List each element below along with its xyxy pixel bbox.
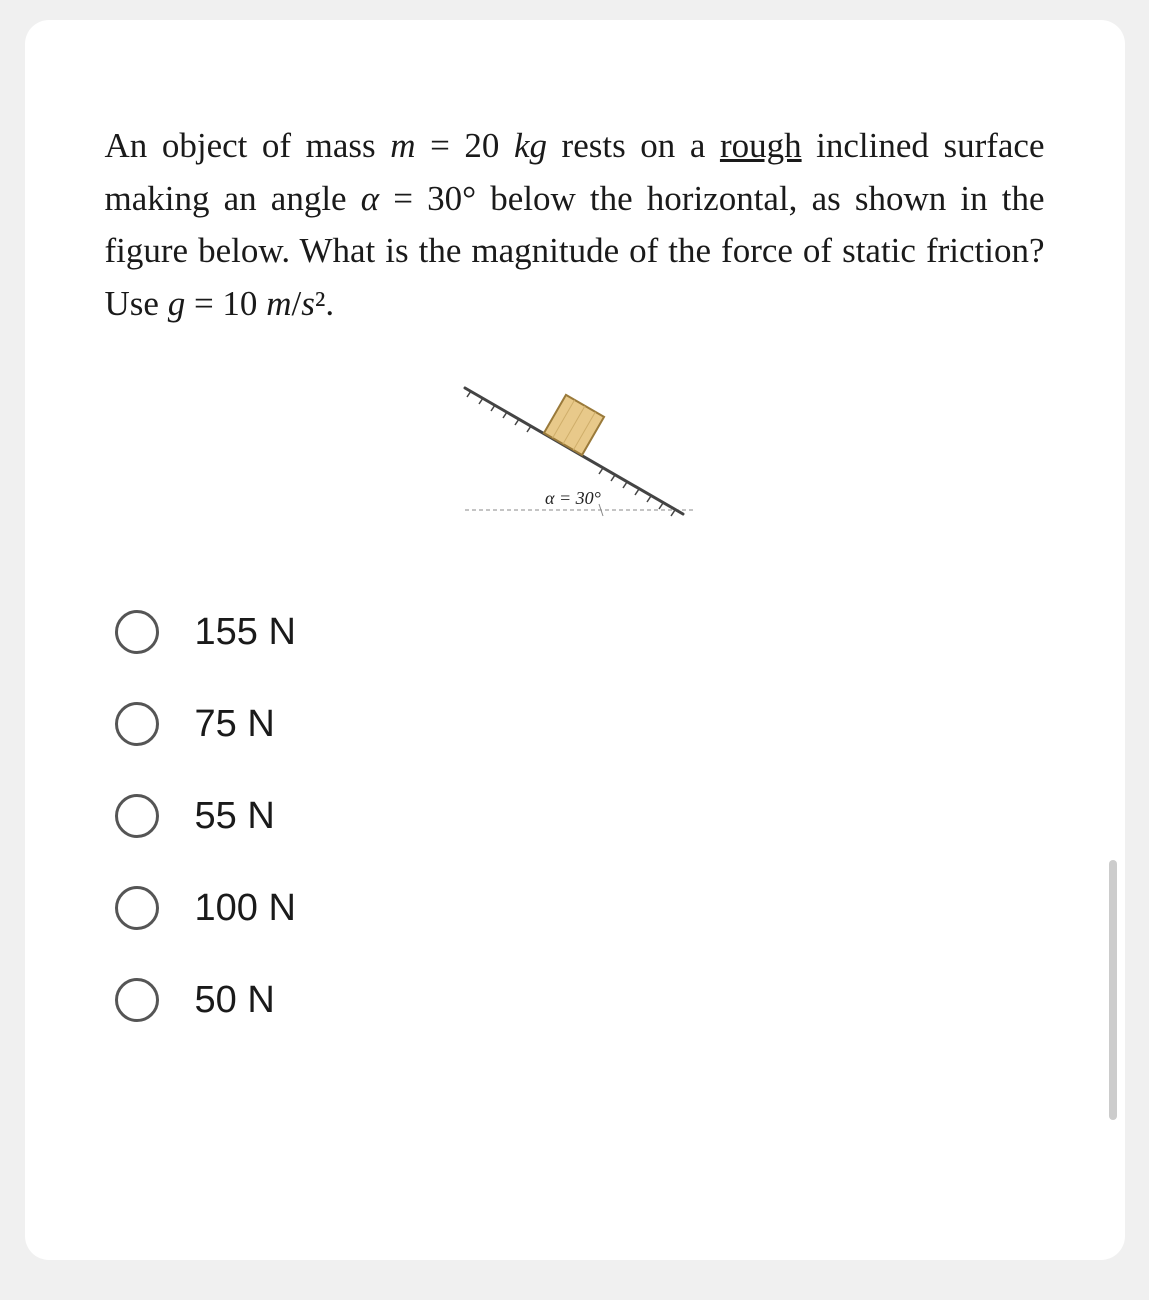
diagram-svg: α = 30° <box>435 370 715 550</box>
radio-icon[interactable] <box>115 886 159 930</box>
option-5[interactable]: 50 N <box>115 978 1045 1022</box>
question-text: An object of mass m = 20 kg rests on a r… <box>105 120 1045 330</box>
option-label: 50 N <box>195 979 275 1022</box>
radio-icon[interactable] <box>115 978 159 1022</box>
diagram-container: α = 30° <box>105 370 1045 550</box>
question-card: An object of mass m = 20 kg rests on a r… <box>25 20 1125 1260</box>
option-label: 75 N <box>195 703 275 746</box>
options-list: 155 N 75 N 55 N 100 N 50 N <box>105 610 1045 1022</box>
inclined-plane-diagram: α = 30° <box>435 370 715 550</box>
option-3[interactable]: 55 N <box>115 794 1045 838</box>
angle-label: α = 30° <box>545 488 601 508</box>
radio-icon[interactable] <box>115 794 159 838</box>
option-4[interactable]: 100 N <box>115 886 1045 930</box>
option-2[interactable]: 75 N <box>115 702 1045 746</box>
option-1[interactable]: 155 N <box>115 610 1045 654</box>
scrollbar-thumb[interactable] <box>1109 860 1117 1120</box>
radio-icon[interactable] <box>115 702 159 746</box>
option-label: 55 N <box>195 795 275 838</box>
block-on-incline <box>543 395 603 455</box>
radio-icon[interactable] <box>115 610 159 654</box>
option-label: 155 N <box>195 611 296 654</box>
option-label: 100 N <box>195 887 296 930</box>
